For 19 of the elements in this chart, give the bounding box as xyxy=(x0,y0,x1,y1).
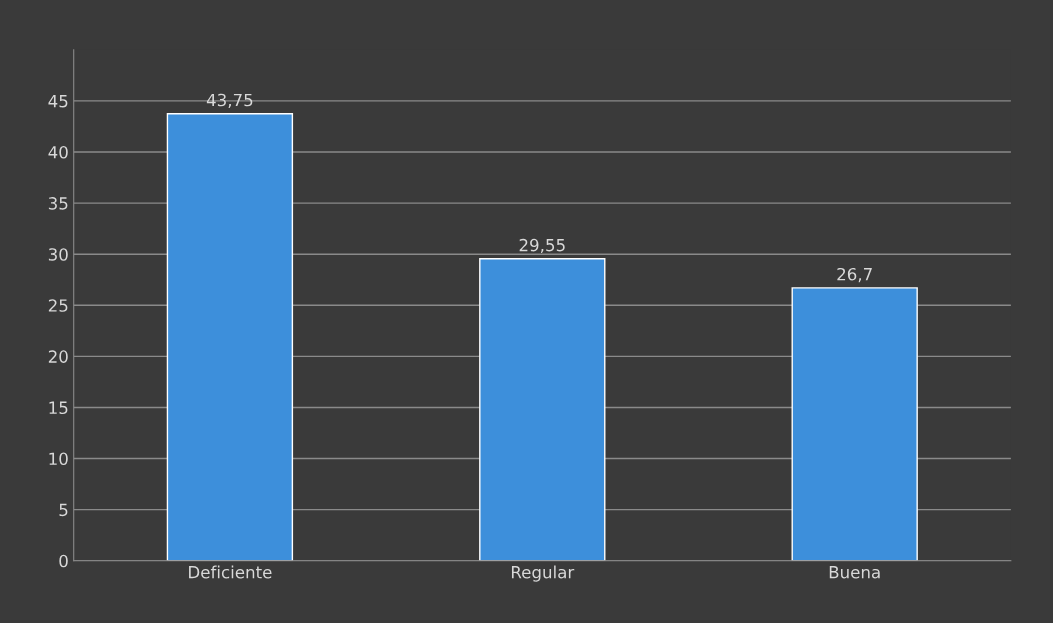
bar xyxy=(479,258,606,561)
y-tick-label: 5 xyxy=(59,503,68,517)
x-tick-label: Deficiente xyxy=(189,565,272,579)
bar xyxy=(166,113,294,561)
y-tick-label: 45 xyxy=(48,95,68,108)
y-tick-label: 10 xyxy=(49,452,68,466)
y-tick-label: 35 xyxy=(48,197,68,210)
y-tick-label: 25 xyxy=(48,299,68,312)
y-tick-label: 0 xyxy=(59,554,68,568)
y-tick-label: 15 xyxy=(49,401,68,415)
x-tick-label: Regular xyxy=(511,565,575,582)
bar xyxy=(791,287,918,561)
y-tick-label: 20 xyxy=(48,350,68,363)
data-label: 43,75 xyxy=(206,93,253,108)
x-tick-label: Buena xyxy=(829,566,880,579)
data-label: 29,55 xyxy=(519,238,565,254)
y-tick-label: 40 xyxy=(48,145,68,159)
data-label: 26,7 xyxy=(837,267,872,283)
y-tick-label: 30 xyxy=(48,248,68,261)
